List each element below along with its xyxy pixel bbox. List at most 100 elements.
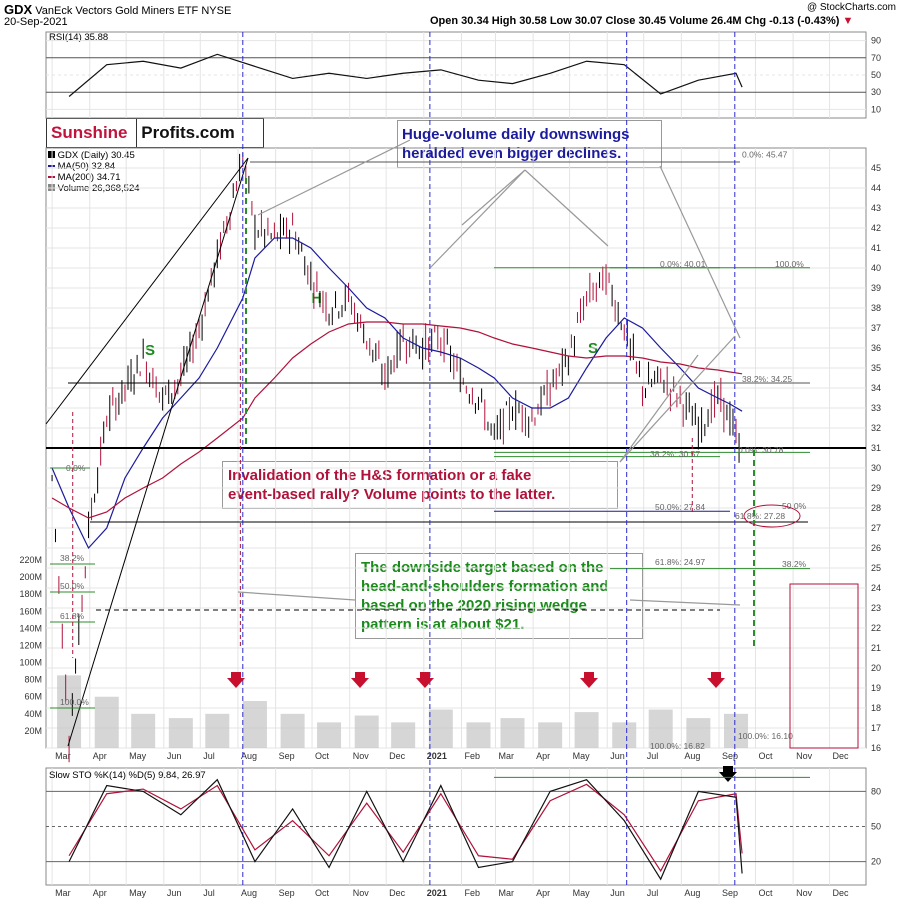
price-y-tick-label: 42 [871,223,881,233]
price-y-tick-label: 16 [871,743,881,753]
stoch-y-tick-label: 80 [871,786,881,796]
volume-bar [205,713,230,748]
stoch-down-arrow-icon [719,766,737,782]
price-x-tick-label: Oct [315,751,330,761]
price-y-tick-label: 38 [871,303,881,313]
volume-bar [686,718,711,748]
callout-pointer [619,354,699,463]
volume-y-tick-label: 80M [24,675,42,685]
fib-label: 0.0%: 30.78 [738,445,784,455]
price-x-tick-label: Nov [353,751,370,761]
fib-label: 100.0%: 16.82 [650,741,705,751]
price-y-tick-label: 19 [871,683,881,693]
stoch-x-tick-label: Mar [55,888,71,898]
volume-bar [538,722,563,748]
rsi-line [68,53,743,97]
change-down-icon: ▼ [842,15,854,27]
price-x-tick-label: Apr [93,751,107,761]
volume-bar [500,718,525,748]
fib-label: 0.0% [66,463,86,473]
fib-label: 0.0%: 40.01 [660,259,706,269]
rsi-y-tick-label: 50 [871,70,881,80]
stoch-x-tick-label: May [573,888,591,898]
price-x-tick-label: Dec [389,751,406,761]
legend-ma200: MA(200) 34.71 [48,172,140,183]
stoch-x-tick-label: May [129,888,147,898]
price-x-tick-label: 2021 [427,751,447,761]
callout-pointer [237,591,356,601]
volume-y-tick-label: 180M [19,589,42,599]
price-y-tick-label: 44 [871,183,881,193]
volume-down-arrow-icon [580,672,598,688]
stoch-k-line [68,778,743,881]
left-shoulder-label: S [145,342,156,359]
fib-label: 100.0% [60,697,89,707]
stoch-x-tick-label: Oct [315,888,330,898]
stoch-x-tick-label: Jul [647,888,659,898]
price-x-tick-label: Jul [647,751,659,761]
price-x-tick-label: Mar [498,751,514,761]
price-y-tick-label: 32 [871,423,881,433]
price-y-tick-label: 37 [871,323,881,333]
callout-pointer [257,139,411,216]
stoch-x-tick-label: Oct [758,888,773,898]
stoch-x-tick-label: Jul [203,888,215,898]
volume-bar [391,722,416,748]
legend-price: GDX (Daily) 30.45 [48,150,140,161]
volume-bar [612,722,637,748]
price-y-tick-label: 30 [871,463,881,473]
price-x-tick-label: Aug [684,751,700,761]
rsi-y-tick-label: 30 [871,87,881,97]
rsi-y-tick-label: 10 [871,104,881,114]
stoch-y-tick-label: 50 [871,822,881,832]
volume-y-tick-label: 40M [24,709,42,719]
price-y-tick-label: 33 [871,403,881,413]
price-y-tick-label: 35 [871,363,881,373]
stoch-x-tick-label: Apr [93,888,107,898]
volume-bar [466,722,491,748]
volume-down-arrow-icon [707,672,725,688]
chart-date: 20-Sep-2021 [4,16,68,28]
price-x-tick-label: Oct [758,751,773,761]
price-y-tick-label: 28 [871,503,881,513]
ma50-line [51,237,743,550]
stoch-title: Slow STO %K(14) %D(5) 9.84, 26.97 [49,770,206,781]
volume-bar [131,713,156,748]
ticker-line: GDX VanEck Vectors Gold Miners ETF NYSE [4,2,231,17]
price-y-tick-label: 17 [871,723,881,733]
price-y-tick-label: 22 [871,623,881,633]
fib-label: 38.2%: 30.57 [650,449,700,459]
rsi-title: RSI(14) 35.88 [49,32,108,43]
price-x-tick-label: Jun [610,751,625,761]
stoch-x-tick-label: Aug [684,888,700,898]
fib-label: 38.2%: 34.25 [742,374,792,384]
fib-label: 100.0% [775,259,804,269]
price-x-tick-label: May [129,751,147,761]
price-y-tick-label: 27 [871,523,881,533]
stoch-x-tick-label: Apr [536,888,550,898]
target-annotation: The downside target based on the head-an… [355,553,643,639]
brand-profits: Profits.com [136,119,235,147]
fib-label: 50.0% [782,501,807,511]
price-y-tick-label: 40 [871,263,881,273]
volume-bar [724,713,749,748]
target-zone-box [789,583,859,749]
etf-name: VanEck Vectors Gold Miners ETF [35,5,199,17]
fib-label: 50.0% [60,581,85,591]
volume-bar [280,713,305,748]
fib-label: 50.0%: 27.84 [655,502,705,512]
stoch-x-tick-label: Dec [389,888,406,898]
stoch-x-tick-label: Sep [722,888,738,898]
volume-y-tick-label: 20M [24,726,42,736]
price-x-tick-label: Aug [241,751,257,761]
target-circle [743,504,801,528]
price-y-tick-label: 20 [871,663,881,673]
stoch-x-tick-label: Mar [498,888,514,898]
fib-label: 61.8%: 27.28 [735,511,785,521]
callout-pointer [629,599,741,606]
volume-bar [574,712,599,748]
volume-y-tick-label: 60M [24,692,42,702]
legend-ma50: MA(50) 32.84 [48,161,140,172]
price-y-tick-label: 23 [871,603,881,613]
